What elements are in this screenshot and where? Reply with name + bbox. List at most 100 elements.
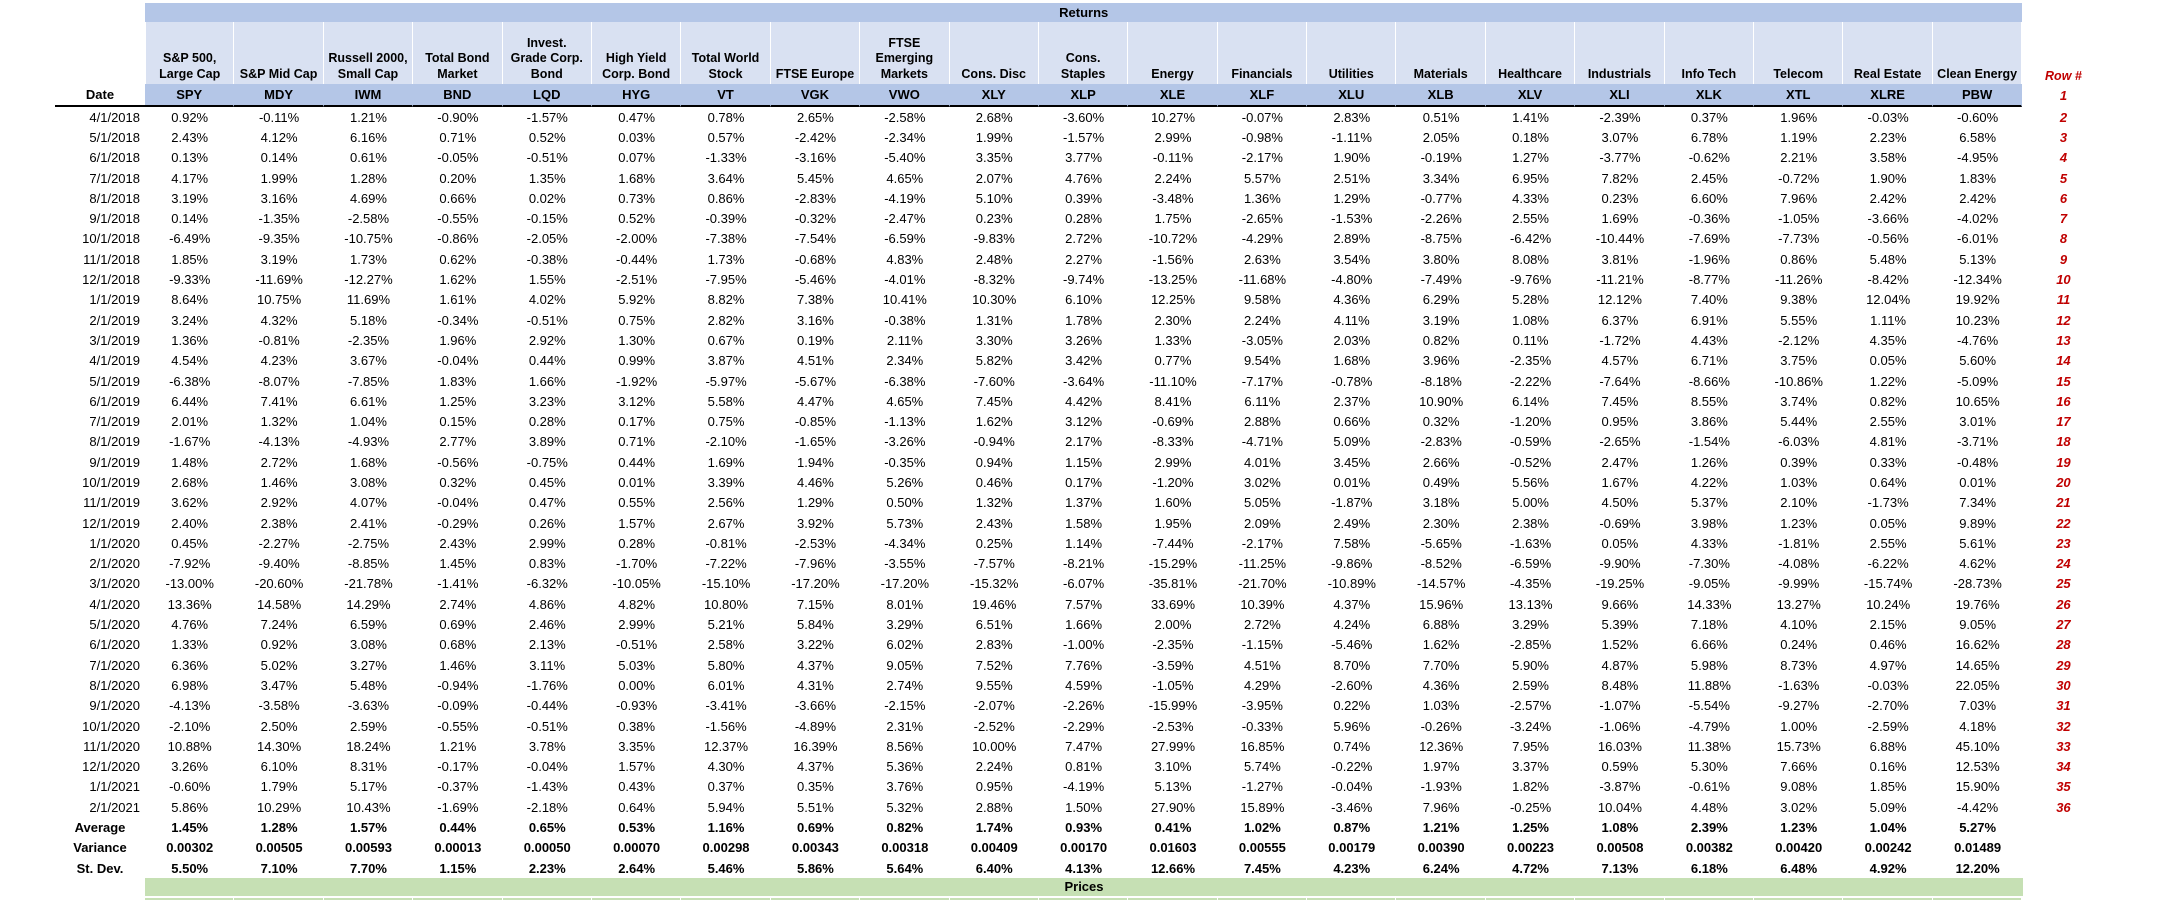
cell-xlp: 4.42% bbox=[1065, 393, 1103, 409]
row-number-cell: 17 bbox=[2056, 414, 2071, 430]
cell-pbw: 12.20% bbox=[1955, 860, 2000, 876]
cell-xlu: 2.83% bbox=[1333, 109, 1371, 125]
column-name-xlb: Materials bbox=[1396, 22, 1486, 84]
cell-xlv: 13.13% bbox=[1508, 596, 1553, 612]
cell-xlre: -15.74% bbox=[1863, 576, 1913, 592]
cell-vwo: -6.59% bbox=[884, 231, 926, 247]
cell-bnd: 0.68% bbox=[439, 637, 477, 653]
row-number-cell: 21 bbox=[2056, 495, 2071, 511]
cell-spy: 0.00302 bbox=[166, 840, 214, 856]
cell-vt: 5.94% bbox=[707, 799, 745, 815]
cell-lqd: -0.75% bbox=[526, 454, 568, 470]
cell-xlre: 1.22% bbox=[1869, 373, 1907, 389]
cell-xlf: 4.51% bbox=[1243, 657, 1281, 673]
cell-mdy: 14.58% bbox=[257, 596, 302, 612]
cell-vgk: -4.89% bbox=[794, 718, 837, 734]
cell-mdy: 4.32% bbox=[260, 312, 298, 328]
data-row: 4/1/2020 13.36% 14.58% 14.29% 2.74% 4.86% 4.82… bbox=[55, 594, 2104, 614]
cell-lqd: -0.38% bbox=[526, 251, 568, 267]
date-cell: 4/1/2018 bbox=[89, 109, 140, 125]
cell-xlk: 8.55% bbox=[1690, 393, 1728, 409]
cell-xlf: 6.11% bbox=[1244, 393, 1281, 409]
cell-pbw: 7.34% bbox=[1959, 495, 1997, 511]
data-row: 5/1/2018 2.43% 4.12% 6.16% 0.71% 0.52% 0.03% 0.… bbox=[55, 127, 2104, 147]
row-number-cell: 14 bbox=[2056, 353, 2071, 369]
cell-vwo: 0.82% bbox=[886, 820, 924, 836]
cell-vwo: -0.38% bbox=[884, 312, 926, 328]
cell-spy: 0.13% bbox=[171, 150, 209, 166]
cell-pbw: 45.10% bbox=[1955, 738, 2000, 754]
cell-bnd: -0.55% bbox=[437, 718, 479, 734]
cell-iwm: 10.43% bbox=[346, 799, 391, 815]
cell-xlv: -2.35% bbox=[1509, 353, 1552, 369]
cell-xlv: 1.41% bbox=[1512, 109, 1549, 125]
data-row: 9/1/2018 0.14% -1.35% -2.58% -0.55% -0.15% 0.5… bbox=[55, 208, 2104, 228]
cell-xle: 0.77% bbox=[1154, 353, 1192, 369]
cell-xle: 1.33% bbox=[1154, 332, 1192, 348]
cell-vgk: 0.69% bbox=[796, 820, 834, 836]
cell-vwo: 5.26% bbox=[886, 474, 924, 490]
cell-vwo: -6.38% bbox=[884, 373, 926, 389]
cell-xlu: -2.60% bbox=[1331, 677, 1373, 693]
cell-mdy: 7.24% bbox=[260, 617, 298, 633]
data-row: 6/1/2019 6.44% 7.41% 6.61% 1.25% 3.23% 3.12% 5.… bbox=[55, 391, 2104, 411]
column-name-lqd: Invest. Grade Corp. Bond bbox=[502, 22, 592, 84]
cell-xlk: -8.77% bbox=[1688, 272, 1730, 288]
cell-mdy: -1.35% bbox=[258, 211, 300, 227]
cell-iwm: 4.69% bbox=[350, 190, 387, 206]
cell-xlu: 5.09% bbox=[1333, 434, 1371, 450]
cell-xli: 3.81% bbox=[1601, 251, 1639, 267]
cell-xlv: 6.95% bbox=[1512, 170, 1549, 186]
cell-vt: 2.56% bbox=[707, 495, 745, 511]
cell-xly: 1.62% bbox=[975, 414, 1013, 430]
cell-mdy: 3.47% bbox=[260, 677, 298, 693]
cell-xlu: 0.22% bbox=[1333, 698, 1371, 714]
row-number-cell: 22 bbox=[2056, 515, 2071, 531]
cell-xle: -1.20% bbox=[1152, 474, 1194, 490]
cell-spy: 2.01% bbox=[171, 414, 209, 430]
cell-pbw: -4.76% bbox=[1957, 332, 1999, 348]
cell-xlk: 4.22% bbox=[1690, 474, 1728, 490]
cell-xlp: 6.10% bbox=[1065, 292, 1103, 308]
cell-xly: -7.57% bbox=[973, 556, 1015, 572]
cell-xly: 19.46% bbox=[972, 596, 1017, 612]
cell-vt: -0.39% bbox=[705, 211, 747, 227]
cell-xlf: 2.09% bbox=[1243, 515, 1281, 531]
cell-xlre: 2.15% bbox=[1869, 617, 1907, 633]
cell-vwo: -5.40% bbox=[884, 150, 926, 166]
cell-xlb: 1.03% bbox=[1422, 698, 1460, 714]
data-row: 4/1/2018 0.92% -0.11% 1.21% -0.90% -1.57% 0.47… bbox=[55, 107, 2104, 127]
cell-xlk: 1.26% bbox=[1690, 454, 1728, 470]
cell-xle: -3.59% bbox=[1152, 657, 1194, 673]
cell-vwo: -2.58% bbox=[884, 109, 926, 125]
cell-xlre: 0.05% bbox=[1869, 515, 1907, 531]
date-cell: 1/1/2020 bbox=[89, 535, 140, 551]
cell-xlu: 4.24% bbox=[1333, 617, 1371, 633]
cell-xly: -0.94% bbox=[973, 434, 1015, 450]
cell-lqd: -0.15% bbox=[526, 211, 568, 227]
cell-iwm: -7.85% bbox=[347, 373, 390, 389]
cell-hyg: -2.51% bbox=[616, 272, 658, 288]
cell-bnd: -0.05% bbox=[437, 150, 479, 166]
date-cell: 3/1/2020 bbox=[89, 576, 140, 592]
cell-vgk: -3.16% bbox=[794, 150, 837, 166]
cell-xlf: 5.05% bbox=[1243, 495, 1281, 511]
cell-bnd: 1.61% bbox=[439, 292, 477, 308]
column-name-bnd: Total Bond Market bbox=[413, 22, 503, 84]
column-name-iwm: Russell 2000, Small Cap bbox=[323, 22, 414, 84]
cell-hyg: -0.44% bbox=[616, 251, 658, 267]
cell-hyg: 0.38% bbox=[618, 718, 656, 734]
cell-iwm: 6.61% bbox=[350, 393, 387, 409]
cell-xlb: -0.26% bbox=[1420, 718, 1462, 734]
column-ticker-hyg: HYG bbox=[591, 84, 682, 107]
cell-hyg: 0.64% bbox=[618, 799, 656, 815]
cell-xlu: 4.37% bbox=[1333, 596, 1371, 612]
cell-xli: 5.39% bbox=[1601, 617, 1639, 633]
cell-xlp: 1.66% bbox=[1065, 617, 1103, 633]
cell-iwm: 3.27% bbox=[350, 657, 387, 673]
cell-xlk: -7.69% bbox=[1688, 231, 1730, 247]
cell-xlu: 4.11% bbox=[1333, 312, 1370, 328]
cell-hyg: -1.92% bbox=[616, 373, 658, 389]
date-cell: 5/1/2018 bbox=[89, 129, 140, 145]
cell-xlb: 3.80% bbox=[1422, 251, 1460, 267]
